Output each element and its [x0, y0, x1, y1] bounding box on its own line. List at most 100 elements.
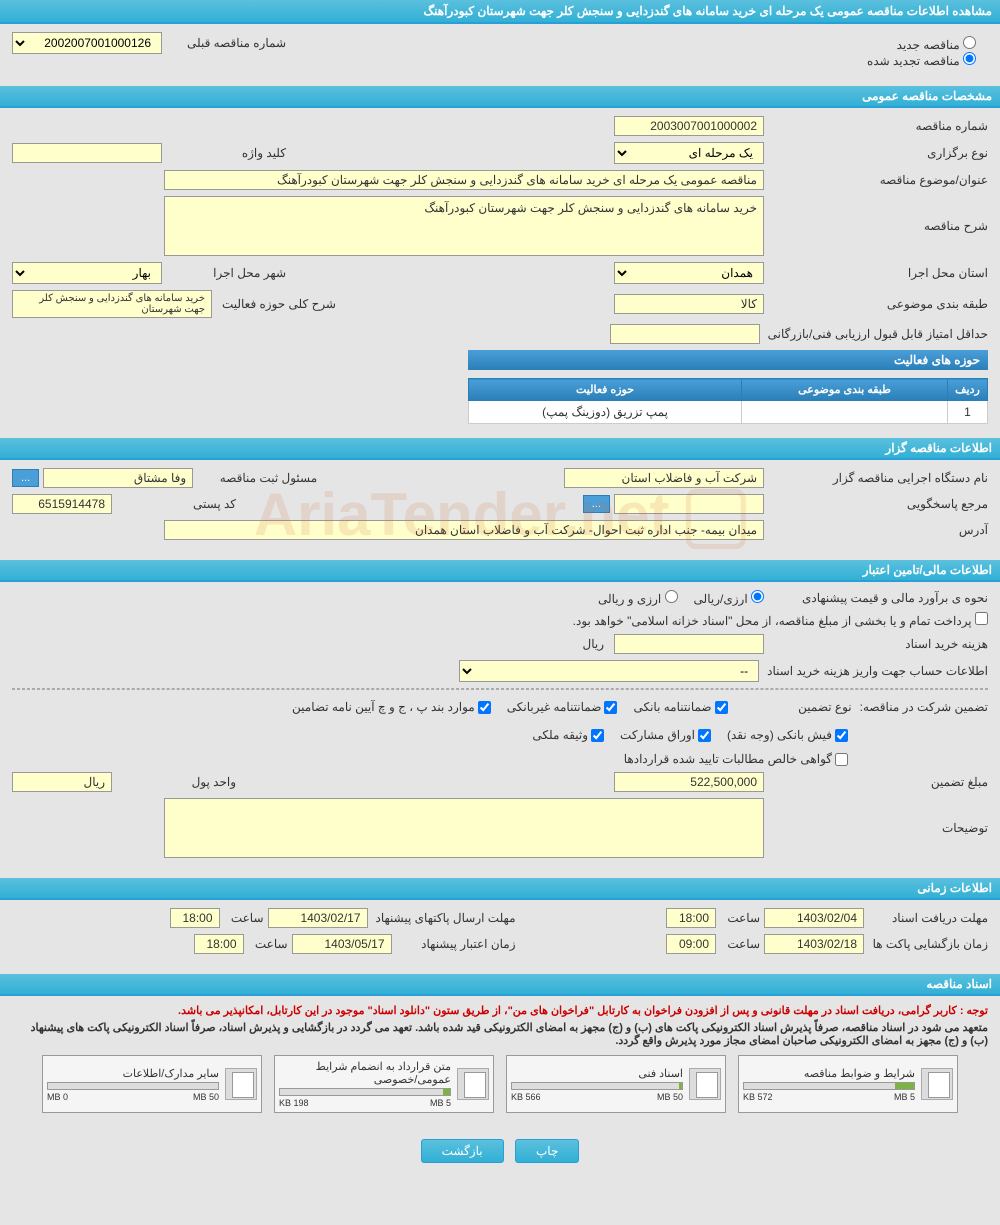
- guarantee-amount-label: مبلغ تضمین: [768, 775, 988, 789]
- chk-participation[interactable]: اوراق مشارکت: [620, 728, 711, 742]
- section-timing: اطلاعات زمانی: [0, 878, 1000, 900]
- radio-new-tender-label: مناقصه جدید: [897, 38, 960, 52]
- row-cat: [742, 401, 948, 424]
- radio-new-tender[interactable]: مناقصه جدید: [897, 38, 976, 52]
- col-row: ردیف: [948, 379, 988, 401]
- opening-label: زمان بازگشایی پاکت ها: [868, 937, 988, 951]
- keyword-label: کلید واژه: [166, 146, 286, 160]
- prev-tender-wrap: شماره مناقصه قبلی 2002007001000126: [12, 32, 286, 54]
- category-field: کالا: [614, 294, 764, 314]
- submit-time-label: ساعت: [224, 911, 264, 925]
- guarantee-type-label: نوع تضمین: [732, 700, 852, 714]
- row-act: پمپ تزریق (دوزینگ پمپ): [469, 401, 742, 424]
- financial-content: نحوه ی برآورد مالی و قیمت پیشنهادی ارزی/…: [0, 582, 1000, 872]
- city-label: شهر محل اجرا: [166, 266, 286, 280]
- scope-label: شرح کلی حوزه فعالیت: [216, 297, 336, 311]
- file-name: سایر مدارک/اطلاعات: [47, 1067, 219, 1080]
- chk-nonbank[interactable]: ضمانتنامه غیربانکی: [507, 700, 618, 714]
- file-box-0[interactable]: شرایط و ضوابط مناقصه 5 MB572 KB: [738, 1055, 958, 1113]
- activity-table-wrap: حوزه های فعالیت ردیف طبقه بندی موضوعی حو…: [12, 350, 988, 424]
- receive-label: مهلت دریافت اسناد: [868, 911, 988, 925]
- type-select[interactable]: یک مرحله ای: [614, 142, 764, 164]
- guarantee-checks: ضمانتنامه بانکی ضمانتنامه غیربانکی موارد…: [292, 696, 728, 718]
- desc-label: شرح مناقصه: [768, 219, 988, 233]
- chk-property[interactable]: وثیقه ملکی: [532, 728, 604, 742]
- radio-renewed-tender[interactable]: مناقصه تجدید شده: [867, 54, 976, 68]
- notes-field[interactable]: [164, 798, 764, 858]
- province-select[interactable]: همدان: [614, 262, 764, 284]
- activity-table-title: حوزه های فعالیت: [468, 350, 988, 370]
- table-row: 1 پمپ تزریق (دوزینگ پمپ): [469, 401, 988, 424]
- account-select[interactable]: --: [459, 660, 759, 682]
- print-button[interactable]: چاپ: [515, 1139, 579, 1163]
- row-no: 1: [948, 401, 988, 424]
- footer: چاپ بازگشت: [0, 1129, 1000, 1173]
- section-general: مشخصات مناقصه عمومی: [0, 86, 1000, 108]
- folder-icon: [225, 1068, 257, 1100]
- file-box-3[interactable]: سایر مدارک/اطلاعات 50 MB0 MB: [42, 1055, 262, 1113]
- folder-icon: [921, 1068, 953, 1100]
- folder-icon: [689, 1068, 721, 1100]
- province-label: استان محل اجرا: [768, 266, 988, 280]
- timing-content: مهلت دریافت اسناد 1403/02/04 ساعت 18:00 …: [0, 900, 1000, 968]
- minscore-label: حداقل امتیاز قابل قبول ارزیابی فنی/بازرگ…: [764, 327, 988, 341]
- treasury-check[interactable]: پرداخت تمام و یا بخشی از مبلغ مناقصه، از…: [573, 612, 988, 628]
- prev-tender-label: شماره مناقصه قبلی: [166, 36, 286, 50]
- section-documents: اسناد مناقصه: [0, 974, 1000, 996]
- responsible-more-btn[interactable]: ...: [12, 469, 39, 487]
- chk-claims[interactable]: گواهی خالص مطالبات تایید شده قراردادها: [624, 752, 848, 766]
- notes-label: توضیحات: [768, 821, 988, 835]
- col-activity: حوزه فعالیت: [469, 379, 742, 401]
- guarantee-checks2: فیش بانکی (وجه نقد) اوراق مشارکت وثیقه م…: [532, 724, 848, 746]
- file-name: اسناد فنی: [511, 1067, 683, 1080]
- keyword-field[interactable]: [12, 143, 162, 163]
- doc-notice1: توجه : کاربر گرامی، دریافت اسناد در مهلت…: [12, 1004, 988, 1017]
- receive-time: 18:00: [666, 908, 716, 928]
- documents-content: توجه : کاربر گرامی، دریافت اسناد در مهلت…: [0, 996, 1000, 1129]
- file-box-1[interactable]: اسناد فنی 50 MB566 KB: [506, 1055, 726, 1113]
- city-select[interactable]: بهار: [12, 262, 162, 284]
- submit-time: 18:00: [170, 908, 220, 928]
- minscore-field[interactable]: [610, 324, 760, 344]
- chk-cash[interactable]: فیش بانکی (وجه نقد): [727, 728, 848, 742]
- opening-time-label: ساعت: [720, 937, 760, 951]
- doc-cost-field[interactable]: [614, 634, 764, 654]
- validity-time: 18:00: [194, 934, 244, 954]
- file-grid: شرایط و ضوابط مناقصه 5 MB572 KB اسناد فن…: [12, 1047, 988, 1121]
- address-label: آدرس: [768, 523, 988, 537]
- currency-label: واحد پول: [116, 775, 236, 789]
- receive-time-label: ساعت: [720, 911, 760, 925]
- validity-date: 1403/05/17: [292, 934, 392, 954]
- doc-cost-label: هزینه خرید اسناد: [768, 637, 988, 651]
- title-label: عنوان/موضوع مناقصه: [768, 173, 988, 187]
- validity-label: زمان اعتبار پیشنهاد: [396, 937, 516, 951]
- tender-no-label: شماره مناقصه: [768, 119, 988, 133]
- prev-tender-select[interactable]: 2002007001000126: [12, 32, 162, 54]
- estimate-radio1[interactable]: ارزی/ریالی: [694, 590, 764, 606]
- guarantee-label: تضمین شرکت در مناقصه:: [856, 700, 988, 714]
- contact-more-btn[interactable]: ...: [583, 495, 610, 513]
- validity-time-label: ساعت: [248, 937, 288, 951]
- back-button[interactable]: بازگشت: [421, 1139, 504, 1163]
- estimate-label: نحوه ی برآورد مالی و قیمت پیشنهادی: [768, 591, 988, 605]
- activity-table: ردیف طبقه بندی موضوعی حوزه فعالیت 1 پمپ …: [468, 378, 988, 424]
- radio-new-tender-input[interactable]: [963, 36, 976, 49]
- opening-date: 1403/02/18: [764, 934, 864, 954]
- type-label: نوع برگزاری: [768, 146, 988, 160]
- submit-date: 1403/02/17: [268, 908, 368, 928]
- file-name: شرایط و ضوابط مناقصه: [743, 1067, 915, 1080]
- org-field: شرکت آب و فاضلاب استان: [564, 468, 764, 488]
- doc-notice2: متعهد می شود در اسناد مناقصه، صرفاً پذیر…: [12, 1021, 988, 1047]
- top-section: مناقصه جدید مناقصه تجدید شده شماره مناقص…: [0, 24, 1000, 80]
- currency-field: ریال: [12, 772, 112, 792]
- contact-field[interactable]: [614, 494, 764, 514]
- receive-date: 1403/02/04: [764, 908, 864, 928]
- col-category: طبقه بندی موضوعی: [742, 379, 948, 401]
- estimate-radio2[interactable]: ارزی و ریالی: [598, 590, 678, 606]
- chk-regulation[interactable]: موارد بند پ ، ج و چ آیین نامه تضامین: [292, 700, 491, 714]
- contact-label: مرجع پاسخگویی: [768, 497, 988, 511]
- general-content: شماره مناقصه 2003007001000002 نوع برگزار…: [0, 108, 1000, 432]
- file-box-2[interactable]: متن قرارداد به انضمام شرایط عمومی/خصوصی …: [274, 1055, 494, 1113]
- radio-renewed-tender-input[interactable]: [963, 52, 976, 65]
- chk-bank[interactable]: ضمانتنامه بانکی: [633, 700, 727, 714]
